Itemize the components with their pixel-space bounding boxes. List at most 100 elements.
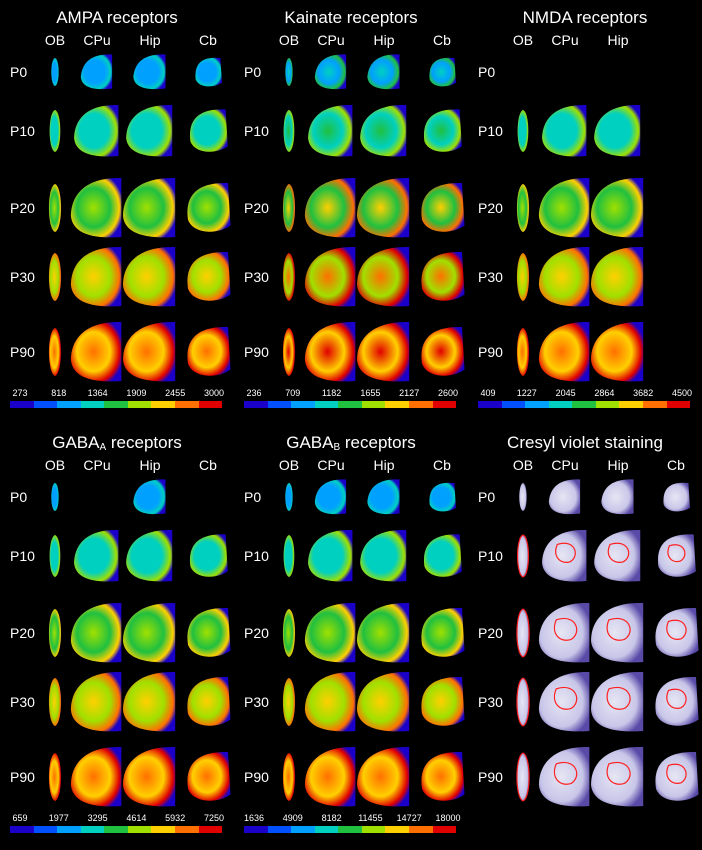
row-label-p10: P10 [10, 123, 35, 139]
column-label-cpu: CPu [317, 32, 345, 48]
slice-hip-p10 [358, 102, 411, 160]
slice-ob-p90 [46, 326, 64, 378]
slice-hip-p90 [588, 319, 648, 385]
color-bar [478, 401, 691, 408]
slice-cb-p0 [661, 479, 692, 515]
slice-cb-p10 [420, 531, 464, 582]
column-label-cpu: CPu [551, 32, 579, 48]
slice-hip-p0 [600, 477, 637, 518]
row-label-p30: P30 [10, 269, 35, 285]
slice-cb-p90 [417, 323, 467, 381]
slice-cb-p20 [417, 604, 467, 662]
row-label-p30: P30 [478, 694, 503, 710]
slice-hip-p20 [588, 600, 648, 666]
scale-tick-label: 4909 [282, 813, 303, 823]
slice-ob-p90 [46, 751, 64, 803]
slice-cpu-p20 [536, 600, 594, 666]
slice-ob-p30 [514, 676, 532, 728]
slice-cpu-p10 [540, 102, 591, 160]
scale-tick-label: 4614 [126, 813, 147, 823]
slice-ob-p30 [46, 251, 64, 303]
slice-ob-p90 [280, 751, 298, 803]
column-label-hip: Hip [607, 32, 629, 48]
row-label-p20: P20 [10, 200, 35, 216]
panel-title: Kainate receptors [234, 8, 468, 28]
column-label-ob: OB [44, 32, 66, 48]
slice-ob-p0 [284, 481, 295, 513]
panel-4: GABAB receptors OB CPu Hip Cb P0 P10 P20 P30 P90 1… [234, 425, 468, 850]
panel-title: AMPA receptors [0, 8, 234, 28]
scale-tick-label: 818 [51, 388, 67, 398]
slice-cb-p20 [183, 179, 233, 237]
scale-tick-label: 5932 [165, 813, 186, 823]
scale-tick-label: 659 [12, 813, 28, 823]
column-label-cb: Cb [433, 457, 451, 473]
column-label-hip: Hip [373, 457, 395, 473]
color-bar [10, 401, 223, 408]
slice-cb-p10 [186, 531, 230, 582]
column-label-hip: Hip [607, 457, 629, 473]
column-label-cb: Cb [667, 457, 685, 473]
scale-tick-label: 14727 [396, 813, 422, 823]
slice-ob-p20 [514, 182, 532, 234]
color-scale: 236 709 1182 1655 2127 2600 [234, 388, 468, 418]
slice-cb-p30 [183, 248, 233, 306]
scale-tick-label: 236 [246, 388, 262, 398]
panel-title-text: Cresyl violet staining [507, 433, 663, 452]
slice-cpu-p10 [72, 527, 123, 585]
panel-1: Kainate receptors OB CPu Hip Cb P0 P10 P20 P30 P9… [234, 0, 468, 425]
slice-cpu-p90 [536, 319, 594, 385]
slice-cpu-p10 [72, 102, 123, 160]
color-scale: 659 1977 3295 4614 5932 7250 [0, 813, 234, 843]
slice-hip-p90 [120, 319, 180, 385]
slice-hip-p0 [132, 52, 169, 93]
slice-cb-p90 [651, 748, 701, 806]
row-label-p10: P10 [10, 548, 35, 564]
column-label-ob: OB [278, 457, 300, 473]
panel-title-text: AMPA receptors [56, 8, 178, 27]
scale-tick-label: 409 [480, 388, 496, 398]
slice-hip-p90 [354, 744, 414, 810]
slice-cpu-p20 [68, 600, 126, 666]
slice-cpu-p30 [536, 669, 594, 735]
slice-hip-p0 [366, 477, 403, 518]
slice-cpu-p30 [536, 244, 594, 310]
panel-title-text: Kainate receptors [284, 8, 418, 27]
scale-tick-label: 1977 [48, 813, 69, 823]
slice-hip-p30 [588, 669, 648, 735]
scale-tick-label: 8182 [321, 813, 342, 823]
slice-cb-p10 [654, 531, 698, 582]
panel-title: Cresyl violet staining [468, 433, 702, 453]
column-label-cpu: CPu [551, 457, 579, 473]
row-label-p90: P90 [478, 769, 503, 785]
slice-cpu-p20 [302, 600, 360, 666]
slice-cb-p0 [427, 479, 458, 515]
slice-cb-p20 [183, 604, 233, 662]
column-label-cb: Cb [199, 457, 217, 473]
row-label-p10: P10 [244, 123, 269, 139]
slice-hip-p30 [120, 244, 180, 310]
scale-tick-label: 2045 [555, 388, 576, 398]
scale-tick-label: 1636 [243, 813, 265, 823]
slice-cb-p10 [186, 106, 230, 157]
row-label-p90: P90 [10, 344, 35, 360]
panel-title-suffix: receptors [340, 433, 416, 452]
slice-hip-p20 [588, 175, 648, 241]
color-scale: 1636 4909 8182 11455 14727 18000 [234, 813, 468, 843]
row-label-p90: P90 [244, 769, 269, 785]
color-bar [10, 826, 223, 833]
slice-ob-p20 [280, 182, 298, 234]
scale-tick-label: 2455 [165, 388, 186, 398]
row-label-p0: P0 [478, 64, 496, 80]
scale-tick-label: 1182 [321, 388, 342, 398]
column-label-ob: OB [44, 457, 66, 473]
slice-ob-p0 [50, 481, 61, 513]
slice-cpu-p10 [306, 102, 357, 160]
column-label-cb: Cb [199, 32, 217, 48]
slice-ob-p0 [518, 481, 529, 513]
slice-cpu-p0 [547, 477, 583, 518]
row-label-p10: P10 [478, 548, 503, 564]
row-label-p20: P20 [10, 625, 35, 641]
row-label-p0: P0 [478, 489, 496, 505]
slice-hip-p90 [354, 319, 414, 385]
